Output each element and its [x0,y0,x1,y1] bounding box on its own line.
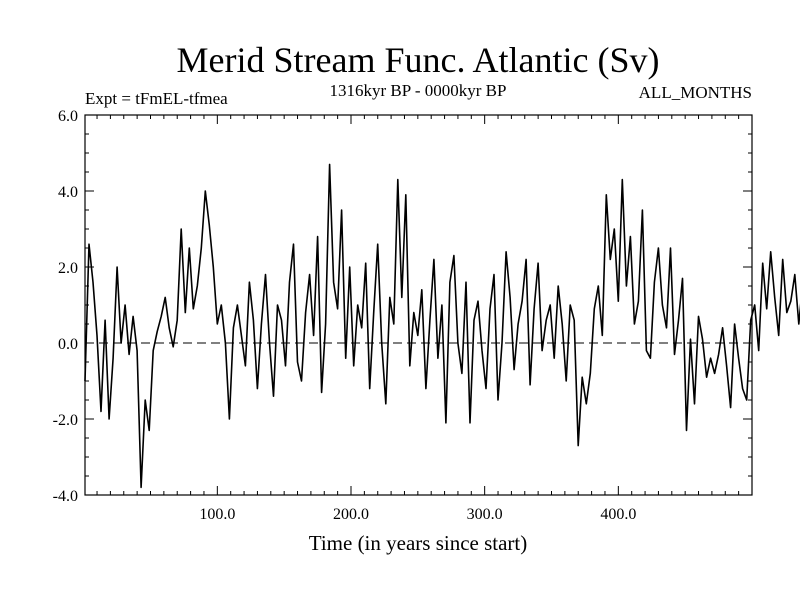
y-tick-label: 0.0 [58,336,78,353]
months-label: ALL_MONTHS [639,83,752,102]
experiment-label: Expt = tFmEL-tfmea [85,89,228,108]
x-tick-label: 200.0 [333,506,369,523]
x-axis-label: Time (in years since start) [309,531,528,555]
chart-title: Merid Stream Func. Atlantic (Sv) [177,40,660,80]
y-tick-label: 4.0 [58,184,78,201]
y-tick-label: 2.0 [58,260,78,277]
y-tick-label: 6.0 [58,108,78,125]
x-tick-label: 100.0 [199,506,235,523]
time-range-label: 1316kyr BP - 0000kyr BP [330,81,507,100]
y-tick-label: -2.0 [53,412,78,429]
x-tick-label: 300.0 [467,506,503,523]
y-tick-label: -4.0 [53,488,78,505]
x-tick-label: 400.0 [600,506,636,523]
series-line-0 [84,163,800,489]
